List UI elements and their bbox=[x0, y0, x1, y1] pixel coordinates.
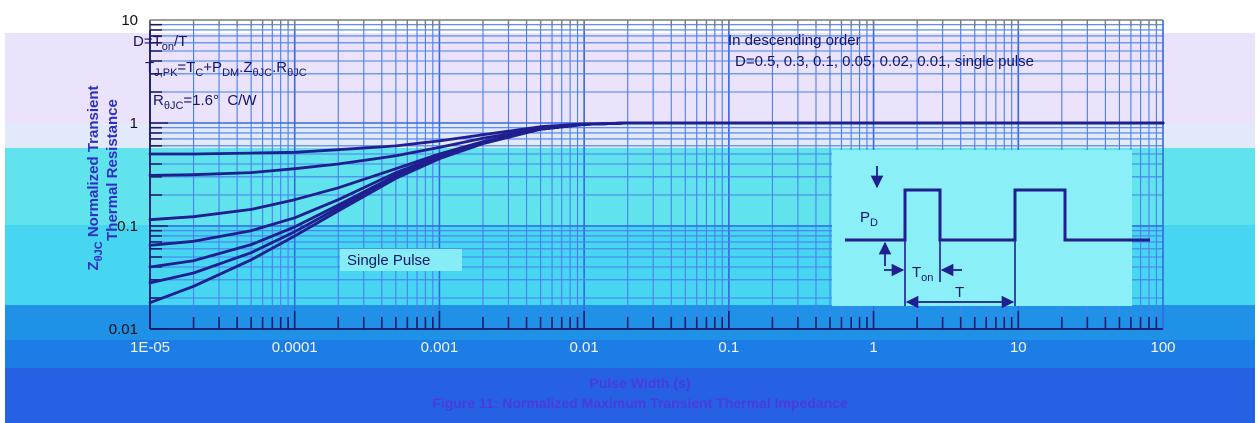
note-subscript: on bbox=[162, 41, 174, 53]
duty-order-list: D=0.5, 0.3, 0.1, 0.05, 0.02, 0.01, singl… bbox=[735, 53, 1034, 70]
note-subscript: DM bbox=[222, 67, 239, 79]
y-axis-title-line-1: ZθJC Normalized Transient bbox=[85, 85, 105, 270]
background-band bbox=[5, 368, 1255, 423]
peak-junction-formula: TJ,PK=TC+PDM.ZθJC.RθJC bbox=[145, 59, 307, 79]
axis-ticks bbox=[149, 20, 1158, 330]
note-subscript: θJC bbox=[287, 67, 307, 79]
order-title-note: In descending order bbox=[728, 32, 861, 49]
background-band bbox=[5, 340, 1255, 368]
x-tick-label: 1 bbox=[869, 339, 877, 356]
note-subscript: on bbox=[921, 272, 933, 284]
note-part: .Z bbox=[239, 59, 252, 76]
note-subscript: θJC bbox=[253, 67, 273, 79]
single-pulse-label: Single Pulse bbox=[347, 252, 430, 269]
note-subscript: C bbox=[195, 67, 203, 79]
note-part: T bbox=[145, 59, 154, 76]
note-subscript: D bbox=[870, 217, 878, 229]
x-axis-title: Pulse Width (s) bbox=[590, 375, 691, 391]
background-band bbox=[5, 123, 1255, 148]
note-subscript: θJC bbox=[164, 100, 184, 112]
y-tick-label: 0.01 bbox=[109, 321, 138, 338]
x-tick-label: 100 bbox=[1150, 339, 1175, 356]
period-label: T bbox=[955, 284, 964, 301]
note-part: =1.6° C/W bbox=[183, 92, 257, 109]
note-subscript: J,PK bbox=[154, 67, 178, 79]
y-tick-label: 10 bbox=[121, 12, 138, 29]
note-part: P bbox=[860, 209, 870, 226]
note-part: /T bbox=[174, 33, 187, 50]
on-time-label: Ton bbox=[912, 264, 933, 284]
note-part: R bbox=[153, 92, 164, 109]
single-pulse-label-background bbox=[340, 249, 462, 271]
note-part: +P bbox=[203, 59, 222, 76]
y-axis-title-part: Z bbox=[85, 261, 102, 270]
note-part: =T bbox=[177, 59, 195, 76]
y-tick-label: 0.1 bbox=[117, 218, 138, 235]
figure-caption: Figure 11: Normalized Maximum Transient … bbox=[432, 395, 848, 411]
duty-cycle-note: D=Ton/T bbox=[133, 33, 187, 53]
note-part: D=T bbox=[133, 33, 162, 50]
pulse-waveform bbox=[845, 188, 1150, 242]
note-part: T bbox=[912, 264, 921, 281]
x-tick-label: 0.1 bbox=[718, 339, 739, 356]
y-axis-title-part: Normalized Transient bbox=[85, 85, 102, 241]
note-part: .R bbox=[272, 59, 287, 76]
background-band bbox=[5, 305, 1255, 340]
y-axis-title-line-2: Thermal Resistance bbox=[104, 99, 121, 241]
y-tick-label: 1 bbox=[130, 115, 138, 132]
x-tick-label: 0.0001 bbox=[272, 339, 318, 356]
x-tick-label: 1E-05 bbox=[130, 339, 170, 356]
y-axis-title-subscript: θJC bbox=[93, 241, 105, 261]
x-tick-label: 0.01 bbox=[570, 339, 599, 356]
series-line-single-pulse bbox=[148, 121, 1165, 305]
x-tick-label: 0.001 bbox=[421, 339, 459, 356]
x-tick-label: 10 bbox=[1010, 339, 1027, 356]
thermal-resistance-note: RθJC=1.6° C/W bbox=[153, 92, 257, 112]
pulse-diagram: PD Ton T bbox=[845, 166, 1150, 309]
background-band bbox=[5, 33, 1255, 123]
series-lines bbox=[148, 121, 1165, 305]
power-label: PD bbox=[860, 209, 878, 229]
tick-labels: 1E-05 0.0001 0.001 0.01 0.1 1 10 100 0.01 0.1 1 10 bbox=[109, 12, 1176, 356]
